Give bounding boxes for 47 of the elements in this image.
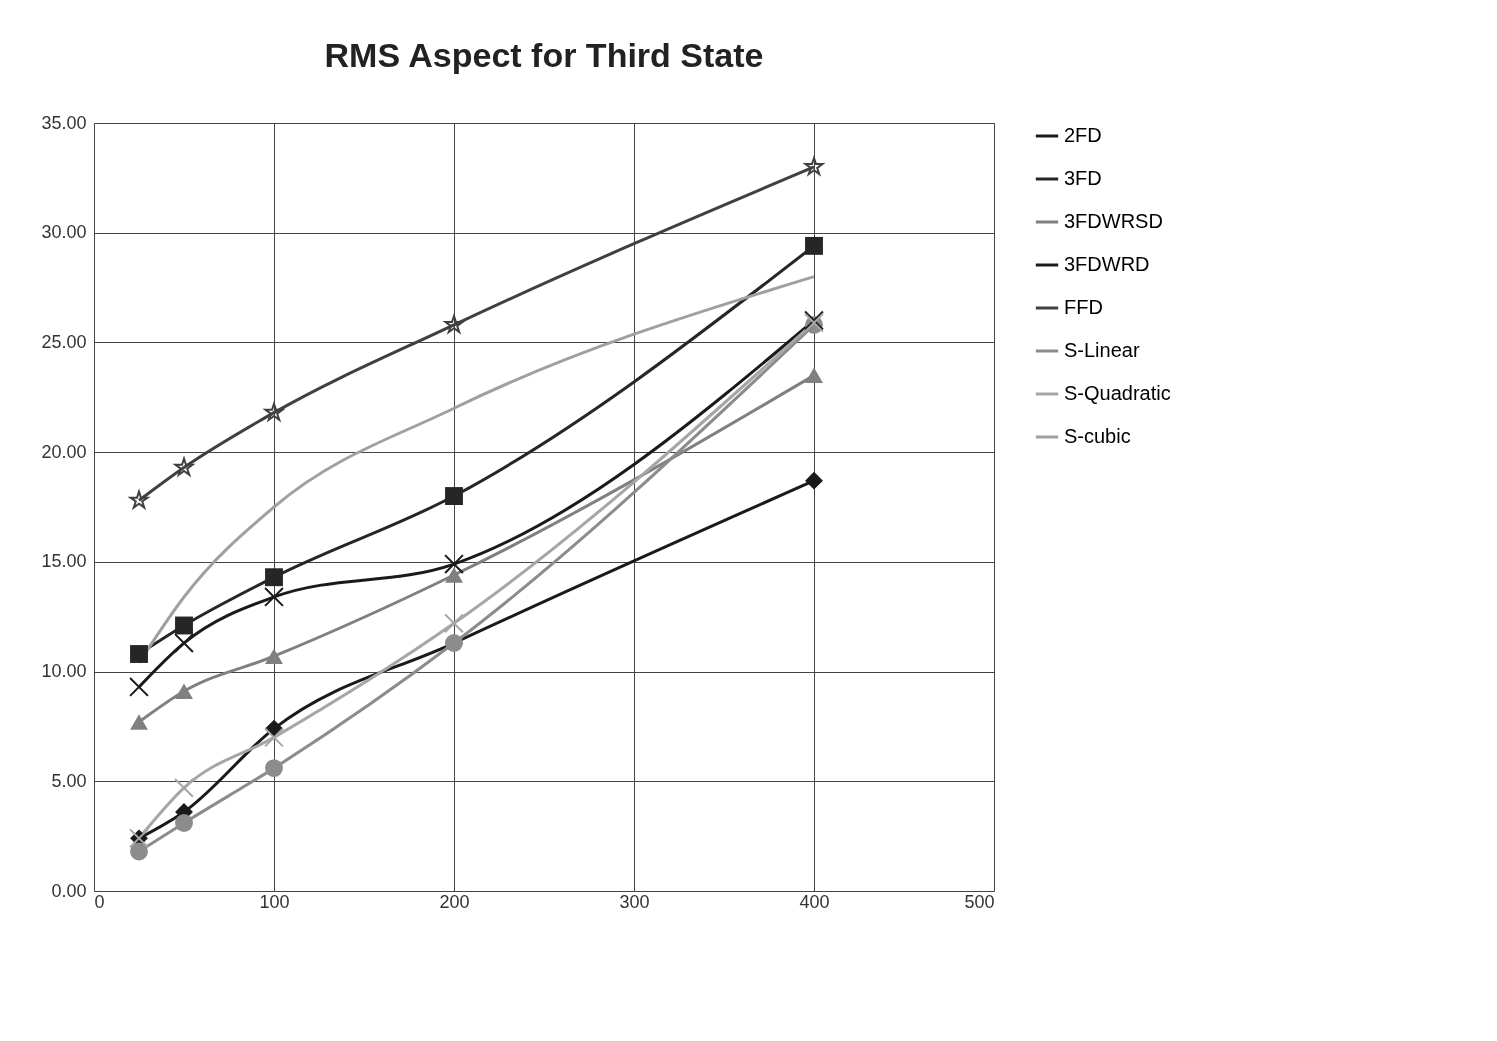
point bbox=[805, 236, 823, 255]
point bbox=[264, 587, 284, 607]
point bbox=[265, 759, 283, 778]
x-tick-label: 0 bbox=[94, 891, 105, 912]
point bbox=[175, 683, 193, 700]
point bbox=[130, 714, 148, 730]
y-tick-label: 20.00 bbox=[41, 441, 87, 462]
point bbox=[804, 156, 824, 176]
point bbox=[174, 777, 194, 798]
chart-title: RMS Aspect for Third State bbox=[324, 36, 764, 74]
x-tick-label: 200 bbox=[439, 891, 470, 912]
legend-label: S-Linear bbox=[1064, 339, 1140, 361]
x-tick-label: 300 bbox=[619, 891, 650, 912]
y-tick-label: 35.00 bbox=[41, 112, 87, 133]
x-tick-label: 500 bbox=[964, 891, 995, 912]
y-tick-label: 5.00 bbox=[51, 770, 87, 791]
point bbox=[445, 487, 463, 505]
point bbox=[130, 842, 148, 861]
y-tick-label: 15.00 bbox=[41, 551, 87, 572]
legend-label: 3FD bbox=[1064, 167, 1102, 189]
point bbox=[175, 814, 193, 832]
legend-label: S-Quadratic bbox=[1064, 382, 1171, 404]
point bbox=[805, 367, 823, 384]
point bbox=[444, 613, 464, 634]
legend-label: 3FDWRSD bbox=[1064, 210, 1163, 232]
y-tick-label: 0.00 bbox=[51, 880, 87, 901]
point bbox=[129, 676, 149, 697]
point bbox=[175, 616, 193, 635]
point bbox=[805, 471, 823, 490]
x-tick-label: 100 bbox=[259, 891, 290, 912]
point bbox=[445, 567, 463, 583]
y-tick-label: 25.00 bbox=[41, 331, 87, 352]
point bbox=[265, 648, 283, 664]
point bbox=[264, 727, 284, 748]
point bbox=[174, 633, 194, 653]
legend-label: FFD bbox=[1064, 296, 1103, 318]
point bbox=[265, 568, 283, 587]
legend-label: 3FDWRD bbox=[1064, 253, 1150, 275]
legend-label: S-cubic bbox=[1064, 425, 1131, 447]
legend-label: 2FD bbox=[1064, 124, 1102, 146]
y-tick-label: 10.00 bbox=[41, 661, 87, 682]
point bbox=[444, 554, 464, 574]
point bbox=[444, 314, 464, 334]
x-tick-label: 400 bbox=[799, 891, 830, 912]
point bbox=[130, 645, 148, 663]
y-tick-label: 30.00 bbox=[41, 222, 87, 243]
point bbox=[129, 490, 149, 509]
